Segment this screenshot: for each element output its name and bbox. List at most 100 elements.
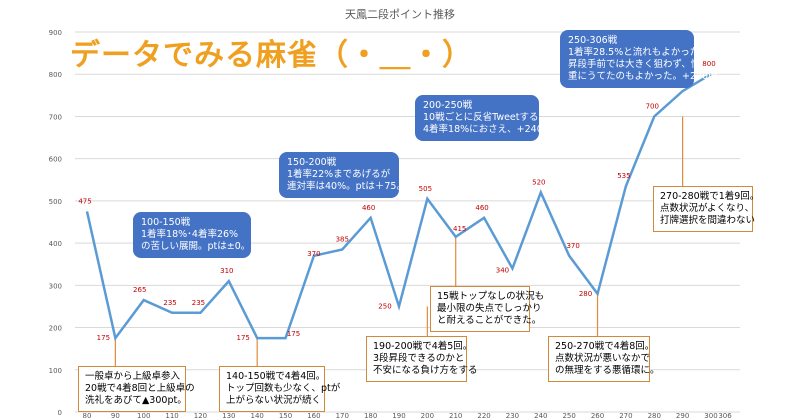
y-tick-label: 800 <box>49 71 62 79</box>
x-tick-label: 200 <box>421 412 434 419</box>
data-point-label: 175 <box>287 330 300 338</box>
x-tick-label: 90 <box>111 412 120 419</box>
annotation-line: 140-150戦で4着4回。 <box>226 371 326 382</box>
data-point-label: 460 <box>475 204 488 212</box>
x-tick-label: 220 <box>477 412 490 419</box>
y-tick-label: 400 <box>49 240 62 248</box>
annotation-line: 100-150戦 <box>141 217 191 228</box>
x-tick-label: 160 <box>307 412 320 419</box>
x-tick-label: 170 <box>336 412 349 419</box>
summary-annotation: 250-306戦 1着率28.5%と流れもよかった 昇段手前では大きく狙わず、慎 重に… <box>560 30 718 88</box>
data-point-label: 310 <box>220 267 233 275</box>
annotation-line: 連対率は40%。ptは＋75。 <box>287 181 406 192</box>
data-point-label: 505 <box>419 185 432 193</box>
y-tick-label: 200 <box>49 325 62 333</box>
annotation-line: 10戦ごとに反省Tweetする。 <box>423 112 549 123</box>
x-tick-label: 210 <box>449 412 462 419</box>
x-tick-label: 100 <box>137 412 150 419</box>
y-tick-label: 700 <box>49 113 62 121</box>
x-tick-label: 240 <box>534 412 547 419</box>
data-point-label: 800 <box>702 60 715 68</box>
data-point-label: 175 <box>236 334 249 342</box>
y-tick-label: 0 <box>58 409 62 417</box>
summary-annotation: 100-150戦 1着率18%･4着率26% の苦しい展開。ptは±0。 <box>133 212 251 258</box>
x-tick-label: 260 <box>591 412 604 419</box>
data-point-label: 460 <box>362 204 375 212</box>
event-annotation: 一般卓から上級卓参入 20戦で4着8回と上級卓の 洗礼をあびて▲300pt。 <box>78 366 195 412</box>
x-tick-label: 190 <box>392 412 405 419</box>
annotation-line: 3段昇段できるのかと <box>373 353 465 364</box>
data-point-label: 175 <box>97 334 110 342</box>
y-tick-label: 600 <box>49 156 62 164</box>
annotation-line: 点数状況が悪いなかで <box>555 353 651 364</box>
annotation-line: 15戦トップなしの状況も <box>437 291 545 302</box>
data-point-label: 235 <box>192 299 205 307</box>
annotation-line: 洗礼をあびて▲300pt。 <box>85 395 187 406</box>
summary-annotation: 200-250戦 10戦ごとに反省Tweetする。 4着率18%におさえ、+240p… <box>415 95 553 141</box>
annotation-line: 打牌選択を間違わない <box>660 215 756 226</box>
data-point-label: 370 <box>566 242 579 250</box>
x-tick-label: 180 <box>364 412 377 419</box>
annotation-line: 150-200戦 <box>287 157 337 168</box>
page-title: データでみる麻雀（・＿・） <box>70 38 473 73</box>
annotation-line: の無理をする悪循環に。 <box>555 365 660 376</box>
annotation-line: 1着率18%･4着率26% <box>141 229 239 240</box>
series-line <box>85 73 712 342</box>
y-axis-ticks: 0 100 200 300 400 500 600 700 800 900 <box>49 29 62 417</box>
annotation-line: 4着率18%におさえ、+240pt <box>423 124 553 135</box>
data-point-label: 250 <box>378 302 391 310</box>
data-point-label: 700 <box>646 102 659 110</box>
x-tick-label: 280 <box>648 412 661 419</box>
event-annotation: 270-280戦で1着9回。 点数状況がよくなり、 打牌選択を間違わない <box>653 186 760 232</box>
annotation-line: 270-280戦で1着9回。 <box>660 191 760 202</box>
annotation-line: 250-306戦 <box>568 35 618 46</box>
x-tick-label: 270 <box>619 412 632 419</box>
y-tick-label: 300 <box>49 282 62 290</box>
annotation-line: 最小限の失点でしっかり <box>437 303 542 314</box>
event-annotation: 190-200戦で4着5回。 3段昇段できるのかと 不安になる負け方をする <box>366 336 478 382</box>
annotation-line: と耐えることができた。 <box>437 315 542 326</box>
x-tick-label: 250 <box>562 412 575 419</box>
annotation-line: 不安になる負け方をする <box>373 365 478 376</box>
data-point-label: 535 <box>617 172 630 180</box>
x-tick-label: 150 <box>279 412 292 419</box>
annotation-line: 点数状況がよくなり、 <box>660 203 755 214</box>
summary-annotation: 150-200戦 1着率22%まであげるが 連対率は40%。ptは＋75。 <box>279 152 406 198</box>
grid-lines <box>75 31 740 413</box>
x-tick-label: 80 <box>83 412 92 419</box>
data-point-label: 385 <box>336 235 349 243</box>
x-tick-label: 306 <box>718 412 732 419</box>
annotation-line: の苦しい展開。ptは±0。 <box>141 241 251 252</box>
x-tick-label: 110 <box>165 412 178 419</box>
y-tick-label: 900 <box>49 29 62 37</box>
annotation-line: 190-200戦で4着5回。 <box>373 341 473 352</box>
data-point-label: 265 <box>133 286 146 294</box>
data-point-label: 370 <box>307 250 320 258</box>
data-point-label: 475 <box>78 197 91 205</box>
x-tick-label: 120 <box>194 412 207 419</box>
annotation-line: 昇段手前では大きく狙わず、慎 <box>568 59 701 70</box>
annotation-line: 20戦で4着8回と上級卓の <box>85 383 195 394</box>
annotation-line: 重にうてたのもよかった。+280pt <box>568 71 718 82</box>
x-tick-label: 140 <box>250 412 263 419</box>
event-annotation: 250-270戦で4着8回。 点数状況が悪いなかで の無理をする悪循環に。 <box>548 336 660 382</box>
data-point-label: 340 <box>496 266 509 274</box>
data-point-label: 415 <box>453 225 466 233</box>
y-tick-label: 500 <box>49 198 62 206</box>
annotation-line: 1着率22%まであげるが <box>287 169 391 180</box>
event-annotation: 140-150戦で4着4回。 トップ回数も少なく、ptが 上がらない状況が続く <box>219 366 341 412</box>
x-tick-label: 230 <box>506 412 519 419</box>
annotation-line: 200-250戦 <box>423 100 473 111</box>
chart-title: 天鳳二段ポイント推移 <box>345 7 455 21</box>
data-point-label: 235 <box>163 299 176 307</box>
y-tick-label: 100 <box>49 367 62 375</box>
annotation-leader-lines <box>114 116 684 366</box>
x-axis-ticks: 80 90 100 110 120 130 140 150 160 170 180 190 200 210… <box>83 412 733 419</box>
x-tick-label: 130 <box>222 412 235 419</box>
annotation-line: 250-270戦で4着8回。 <box>555 341 655 352</box>
x-tick-label: 290 <box>676 412 689 419</box>
event-annotation: 15戦トップなしの状況も 最小限の失点でしっかり と耐えることができた。 <box>430 286 545 332</box>
annotation-line: 上がらない状況が続く <box>226 395 322 406</box>
annotation-line: トップ回数も少なく、ptが <box>226 383 341 394</box>
